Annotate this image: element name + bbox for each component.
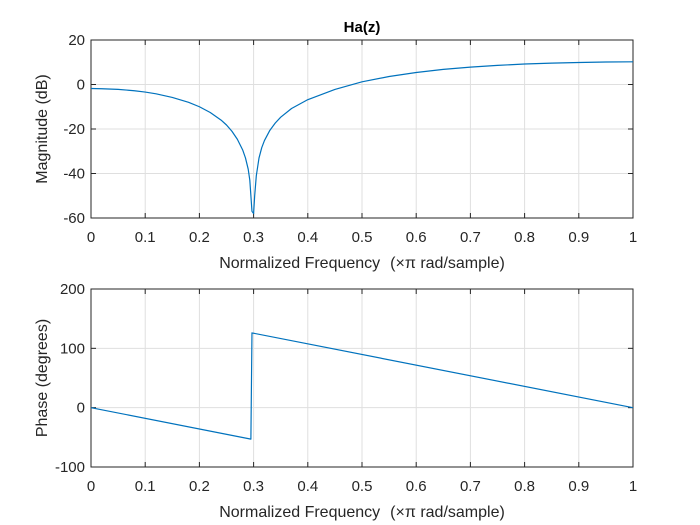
y-tick-label: 20 [68, 32, 85, 49]
y-tick-label: -40 [63, 166, 85, 183]
x-axis-label-unit: (×π rad/sample) [390, 504, 505, 521]
x-tick-label: 0.2 [189, 229, 210, 246]
x-tick-label: 1 [629, 478, 637, 495]
x-tick-label: 0.3 [243, 229, 264, 246]
y-tick-label: 0 [77, 77, 85, 94]
magnitude-axes: 0 0.1 0.2 0.3 0.4 0.5 0.6 0.7 0.8 0.9 1 -60 -40 -20 0 2… [34, 32, 637, 272]
x-tick-label: 0.5 [352, 229, 373, 246]
x-tick-label: 0.8 [514, 229, 535, 246]
y-tick-label: -60 [63, 210, 85, 227]
y-tick-label: 100 [60, 340, 85, 357]
x-tick-label: 0.7 [460, 478, 481, 495]
y-tick-label: -100 [55, 459, 85, 476]
x-tick-label: 0.5 [352, 478, 373, 495]
x-tick-label: 0.6 [406, 478, 427, 495]
x-tick-label: 0.1 [135, 478, 156, 495]
x-tick-label: 0.9 [568, 478, 589, 495]
x-axis-label: Normalized Frequency (×π rad/sample) [219, 255, 505, 272]
x-tick-label: 0.9 [568, 229, 589, 246]
x-tick-label: 0.6 [406, 229, 427, 246]
x-tick-label: 0 [87, 229, 95, 246]
chart-title: Ha(z) [344, 19, 381, 36]
phase-response-line [90, 332, 634, 440]
x-axis-label: Normalized Frequency (×π rad/sample) [219, 504, 505, 521]
x-tick-label: 0.7 [460, 229, 481, 246]
y-tick-label: 200 [60, 281, 85, 298]
y-tick-label: 0 [77, 400, 85, 417]
x-tick-label: 0.2 [189, 478, 210, 495]
axes-frame [90, 39, 634, 219]
x-tick-label: 0.8 [514, 478, 535, 495]
x-tick-label: 0.4 [297, 478, 318, 495]
x-axis-label-main: Normalized Frequency [219, 504, 380, 521]
magnitude-response-line [90, 61, 634, 215]
x-tick-label: 0.4 [297, 229, 318, 246]
x-tick-label: 0 [87, 478, 95, 495]
y-axis-label: Magnitude (dB) [34, 74, 51, 183]
x-axis-label-main: Normalized Frequency [219, 255, 380, 272]
x-tick-label: 0.1 [135, 229, 156, 246]
y-axis-label: Phase (degrees) [34, 319, 51, 437]
y-tick-label: -20 [63, 121, 85, 138]
x-axis-label-unit: (×π rad/sample) [390, 255, 505, 272]
phase-axes: 0 0.1 0.2 0.3 0.4 0.5 0.6 0.7 0.8 0.9 1-1000100200… [34, 281, 637, 521]
x-tick-label: 0.3 [243, 478, 264, 495]
axes-frame [90, 288, 634, 468]
x-tick-label: 1 [629, 229, 637, 246]
